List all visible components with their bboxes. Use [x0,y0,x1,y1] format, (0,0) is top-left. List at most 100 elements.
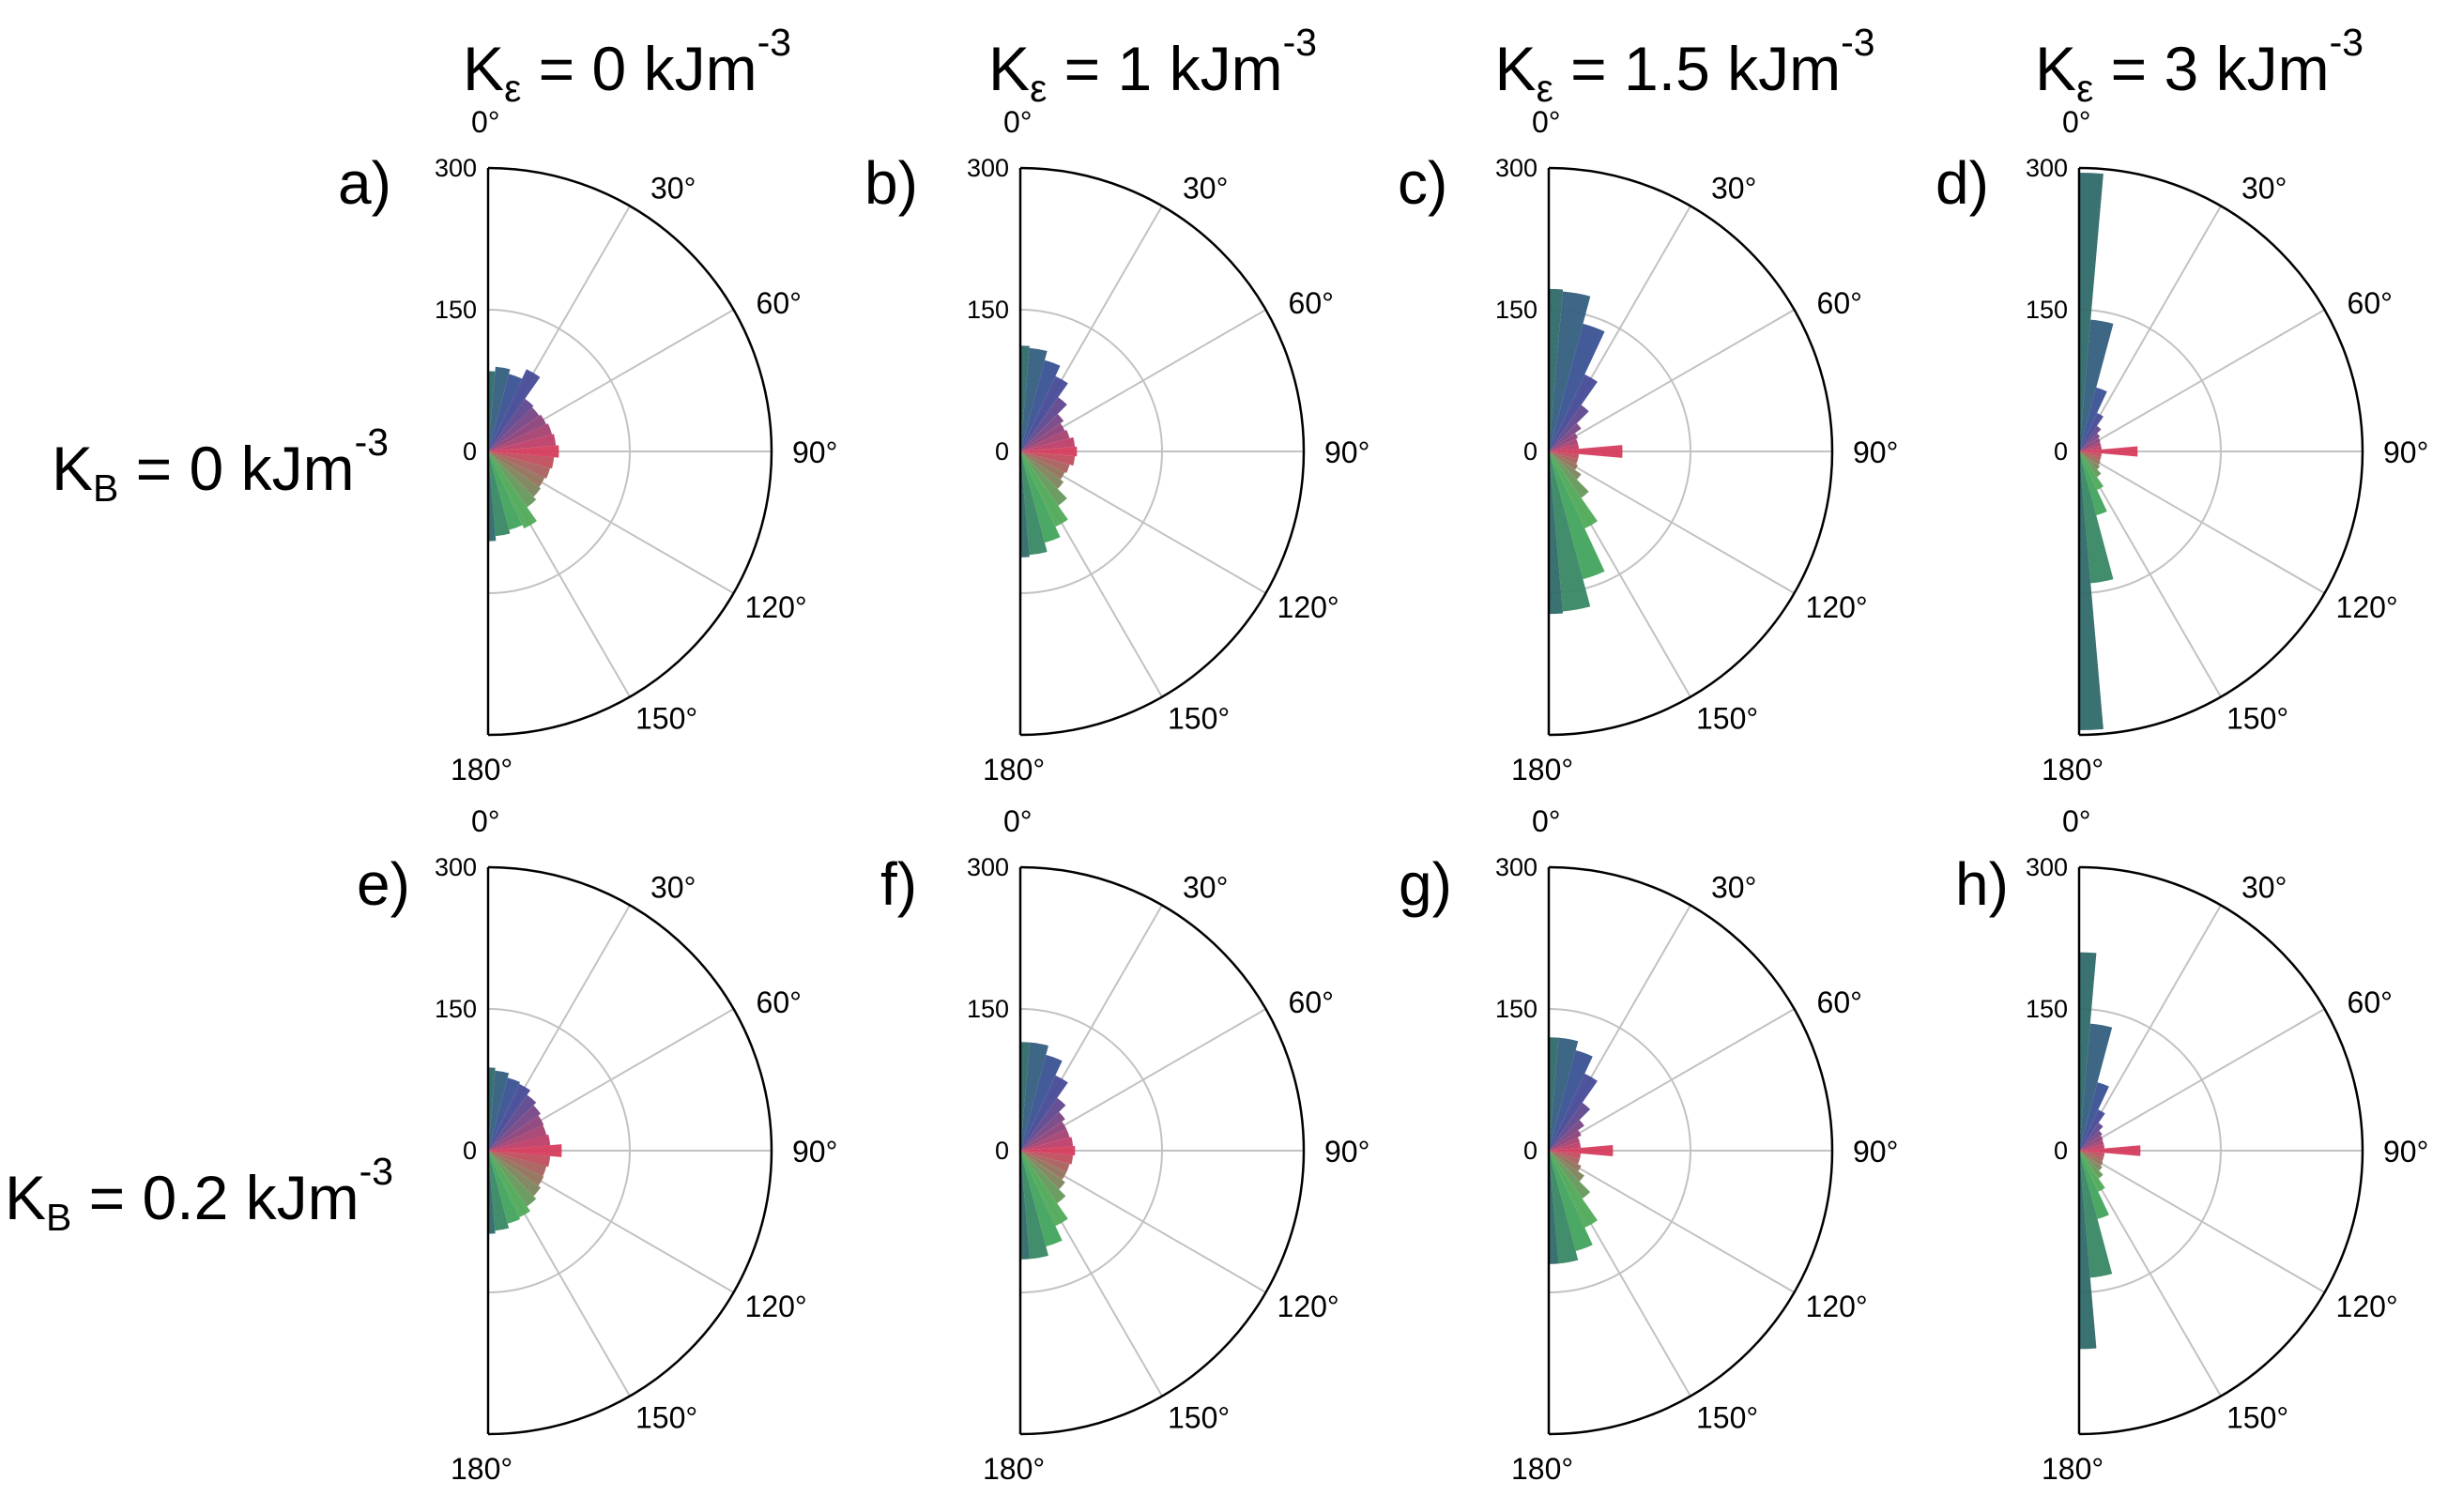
histogram-bar [2079,1151,2105,1192]
radial-tick-label: 300 [2026,853,2068,881]
histogram-bar [2079,451,2101,470]
histogram-bar [488,1151,521,1224]
histogram-bar [1549,288,1564,451]
histogram-bar [1549,438,1579,451]
histogram-bar [488,434,557,451]
histogram-bar [2079,441,2102,451]
histogram-bar [2079,1135,2103,1151]
row-label-symbol: K [52,433,94,503]
polar-panel-b: 0° 30° 60° 90° 120° 150° 180° 300 150 0 [967,105,1369,787]
histogram-bar [1549,1037,1559,1151]
theta-tick-label: 30° [2241,870,2287,904]
column-header-value: = 1.5 kJm [1553,33,1842,103]
histogram-bar [488,1151,547,1177]
histogram-bar [1549,451,1579,470]
histogram-bar [1549,1151,1559,1264]
radial-tick-label: 300 [2026,154,2068,182]
panel-letter-g: g) [1399,850,1452,918]
theta-tick-label: 30° [650,870,696,904]
theta-tick-label: 180° [451,1452,512,1486]
theta-tick-label: 0° [1003,804,1033,838]
row-label-k-b-0-2: KB = 0.2 kJm-3 [5,1150,393,1240]
radial-tick-label: 0 [2054,1137,2068,1165]
histogram-bar [1549,423,1582,451]
theta-tick-label: 0° [2062,804,2091,838]
histogram-bar [1020,1151,1074,1165]
histogram-bar [1549,1151,1579,1264]
histogram-bar [2079,451,2102,478]
histogram-bar [2079,1151,2104,1162]
theta-tick-label: 90° [1324,1135,1369,1168]
theta-tick-label: 150° [1168,702,1230,736]
histogram-bar [1020,359,1061,451]
polar-panel-e: 0° 30° 60° 90° 120° 150° 180° 300 150 0 [435,804,837,1486]
theta-tick-label: 150° [2226,1401,2288,1435]
histogram-bar [1549,1151,1598,1229]
histogram-bar [1020,1151,1067,1181]
histogram-bar [1020,446,1078,457]
radial-tick-label: 0 [2054,437,2068,466]
column-header-exponent: -3 [1282,21,1317,64]
column-header-exponent: -3 [757,21,791,64]
histogram-bar [488,1134,551,1151]
theta-tick-label: 0° [471,105,500,139]
histogram-bar [2079,412,2103,451]
theta-tick-label: 60° [1289,985,1334,1019]
column-header-symbol: K [988,33,1031,103]
histogram-bar [1549,1151,1593,1251]
column-header-symbol: K [2035,33,2077,103]
histogram-bar [2079,451,2107,516]
histogram-bar [1020,1137,1074,1151]
panel-letter-e: e) [357,850,410,918]
radial-tick-label: 150 [967,995,1009,1023]
histogram-bar [2079,1082,2109,1151]
histogram-bar [488,1070,510,1151]
polar-panel-h: 0° 30° 60° 90° 120° 150° 180° 300 150 0 [2026,804,2428,1486]
histogram-bar [488,1151,510,1231]
histogram-bar [1549,1151,1584,1182]
histogram-bar [488,451,545,488]
theta-tick-label: 120° [1277,1290,1339,1323]
histogram-bar [2079,1151,2109,1219]
radial-tick-label: 150 [2026,296,2068,324]
histogram-bar [1549,451,1579,465]
theta-tick-label: 150° [635,1401,697,1435]
histogram-bar [2079,451,2114,584]
circular-gridline [1548,1008,1691,1293]
histogram-bar [1020,1151,1065,1190]
histogram-bar [488,451,537,529]
histogram-bar [488,1151,542,1197]
theta-tick-label: 0° [471,804,500,838]
theta-tick-label: 60° [1817,985,1862,1019]
histogram-bar [1549,1142,1582,1151]
histogram-bar [488,1151,544,1186]
row-label-exponent: -3 [354,420,389,464]
theta-tick-label: 150° [1696,1401,1758,1435]
histogram-bar [488,1144,562,1157]
histogram-bar [1020,1097,1066,1151]
histogram-bar [488,374,523,451]
theta-tick-label: 180° [983,753,1045,787]
circular-gridline [1019,1008,1163,1293]
histogram-bar [1020,1054,1063,1151]
column-header-value: = 3 kJm [2093,33,2330,103]
polar-panel-f: 0° 30° 60° 90° 120° 150° 180° 300 150 0 [967,804,1369,1486]
histogram-bar [1549,1102,1591,1151]
theta-tick-label: 30° [1183,171,1228,205]
theta-tick-label: 30° [1183,870,1228,904]
histogram-bar [488,1151,551,1168]
histogram-bar [1549,1151,1582,1171]
outer-arc [2078,865,2364,1436]
histogram-bar [1020,422,1065,451]
histogram-bar [1020,1111,1065,1151]
histogram-bar [1020,1075,1068,1151]
histogram-bar [1549,1137,1581,1151]
circular-gridline [1548,309,1691,594]
histogram-bar [488,1083,531,1151]
column-header-subscript: ε [1536,67,1553,111]
radial-tick-label: 0 [1523,437,1537,466]
histogram-bar [488,414,547,451]
histogram-bar [1020,451,1068,527]
theta-tick-label: 150° [1168,1401,1230,1435]
histogram-bar [488,366,511,451]
